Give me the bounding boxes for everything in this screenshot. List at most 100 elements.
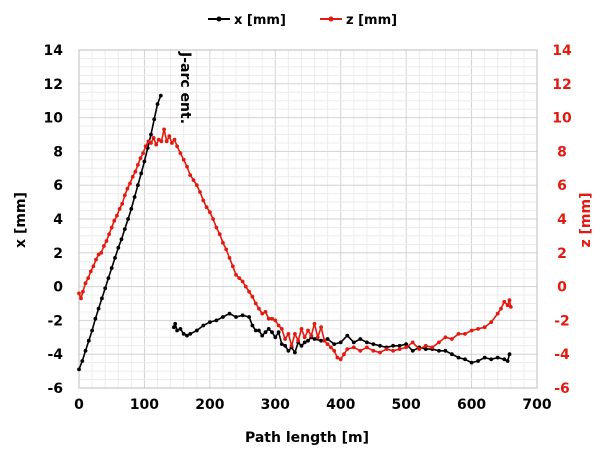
data-point-z bbox=[404, 345, 408, 350]
data-point-x bbox=[397, 343, 402, 348]
data-point-x bbox=[489, 357, 494, 362]
data-point-x bbox=[345, 333, 350, 338]
data-point-x bbox=[100, 296, 104, 301]
data-point-z bbox=[502, 299, 507, 304]
data-point-x bbox=[502, 357, 507, 362]
data-point-z bbox=[286, 332, 291, 336]
data-point-z bbox=[335, 355, 340, 360]
data-point-z bbox=[253, 301, 258, 306]
data-point-x bbox=[450, 352, 454, 357]
data-point-x bbox=[109, 266, 114, 270]
y2-tick-label: 0 bbox=[557, 280, 567, 296]
data-point-z bbox=[112, 218, 117, 223]
data-point-z bbox=[102, 244, 106, 248]
data-point-z bbox=[315, 335, 320, 340]
data-point-z bbox=[299, 327, 304, 331]
data-point-z bbox=[188, 173, 193, 178]
data-point-x bbox=[257, 328, 261, 333]
data-point-z bbox=[107, 232, 111, 237]
data-point-x bbox=[80, 359, 85, 363]
data-point-z bbox=[88, 269, 93, 274]
data-point-x bbox=[279, 342, 284, 346]
data-point-x bbox=[371, 342, 376, 346]
data-point-x bbox=[221, 315, 225, 319]
data-point-z bbox=[499, 306, 503, 311]
data-point-x bbox=[365, 340, 369, 345]
y2-tick-label: 12 bbox=[552, 77, 571, 93]
data-point-x bbox=[142, 159, 147, 164]
series-group bbox=[77, 93, 513, 372]
data-point-x bbox=[185, 333, 189, 338]
data-point-z bbox=[122, 193, 127, 198]
data-point-z bbox=[77, 291, 81, 296]
data-point-z bbox=[371, 348, 376, 353]
data-point-z bbox=[104, 239, 109, 243]
data-point-x bbox=[136, 183, 140, 188]
data-point-x bbox=[351, 340, 356, 345]
data-point-x bbox=[302, 340, 307, 345]
data-point-z bbox=[443, 335, 448, 340]
y-axis-title: x [mm] bbox=[13, 192, 29, 248]
data-point-x bbox=[469, 360, 474, 365]
data-point-x bbox=[273, 335, 278, 340]
data-point-z bbox=[283, 337, 287, 341]
data-point-z bbox=[365, 345, 369, 350]
data-point-z bbox=[81, 289, 85, 294]
data-point-z bbox=[83, 281, 88, 286]
y2-tick-label: 14 bbox=[552, 43, 572, 59]
data-point-x bbox=[299, 343, 304, 348]
data-point-z bbox=[306, 328, 310, 333]
data-point-x bbox=[423, 347, 428, 351]
data-point-z bbox=[170, 141, 174, 145]
plot-border bbox=[78, 49, 538, 389]
data-point-z bbox=[260, 311, 265, 316]
data-point-z bbox=[181, 157, 186, 162]
data-point-z bbox=[154, 142, 159, 147]
data-point-x bbox=[96, 306, 101, 311]
data-point-z bbox=[204, 205, 209, 210]
data-point-x bbox=[208, 320, 212, 324]
data-point-z bbox=[115, 213, 119, 218]
data-point-z bbox=[162, 127, 167, 132]
data-point-x bbox=[332, 342, 337, 346]
data-point-z bbox=[125, 186, 130, 191]
data-point-z bbox=[391, 348, 395, 353]
data-point-x bbox=[155, 102, 160, 106]
y-tick-label: -4 bbox=[47, 347, 63, 363]
data-point-x bbox=[227, 311, 232, 316]
legend-marker-z bbox=[328, 16, 334, 22]
data-point-z bbox=[221, 240, 225, 245]
data-point-z bbox=[417, 347, 422, 351]
data-point-z bbox=[143, 144, 148, 149]
data-point-z bbox=[138, 156, 143, 161]
y2-axis-title: z [mm] bbox=[578, 193, 594, 248]
data-point-x bbox=[391, 343, 395, 348]
data-point-x bbox=[270, 330, 274, 335]
x-tick-label: 0 bbox=[74, 397, 84, 413]
data-point-x bbox=[172, 325, 176, 330]
data-point-z bbox=[133, 169, 138, 174]
data-point-x bbox=[240, 313, 245, 318]
data-point-z bbox=[99, 250, 104, 255]
data-point-z bbox=[322, 338, 327, 343]
data-point-x bbox=[90, 328, 94, 333]
data-point-x bbox=[194, 328, 199, 333]
data-point-x bbox=[286, 348, 291, 353]
data-point-x bbox=[410, 348, 415, 353]
data-point-z bbox=[237, 276, 242, 280]
data-point-x bbox=[250, 323, 255, 328]
data-point-z bbox=[208, 210, 212, 215]
y-tick-label: 10 bbox=[44, 111, 64, 127]
y-tick-label: -2 bbox=[47, 313, 63, 329]
data-point-z bbox=[397, 347, 402, 351]
data-point-z bbox=[430, 345, 435, 350]
data-point-z bbox=[495, 311, 500, 316]
data-point-z bbox=[505, 303, 510, 308]
data-point-x bbox=[201, 323, 206, 328]
data-point-x bbox=[253, 328, 258, 333]
data-point-z bbox=[309, 333, 314, 338]
data-point-z bbox=[338, 357, 343, 362]
data-point-x bbox=[263, 330, 268, 335]
data-point-z bbox=[109, 225, 114, 230]
data-point-x bbox=[139, 171, 144, 176]
